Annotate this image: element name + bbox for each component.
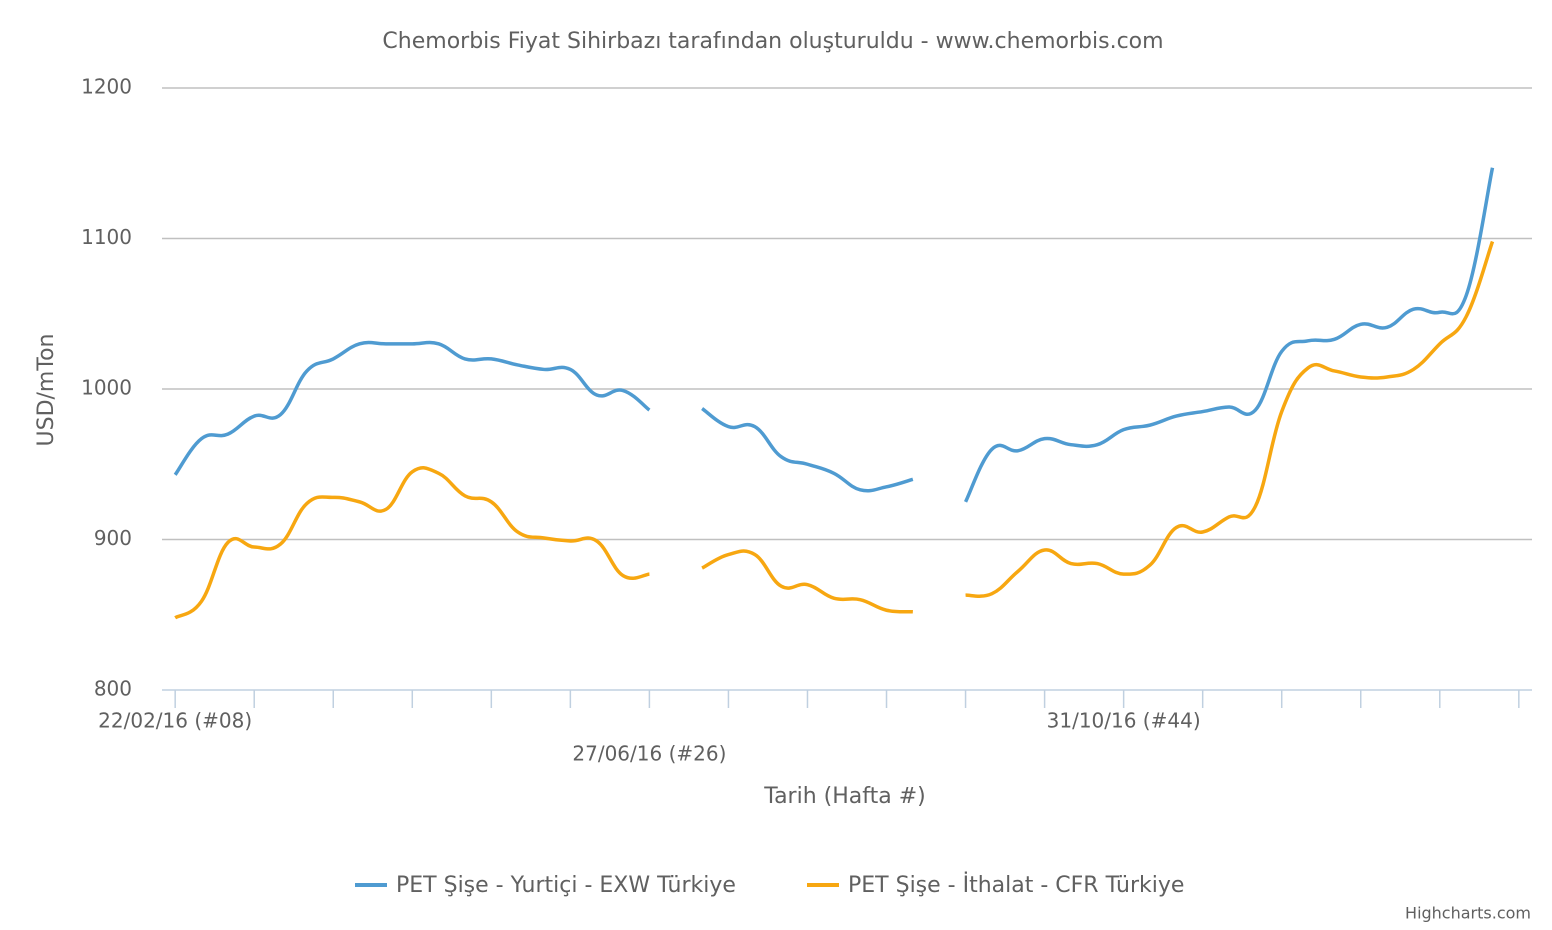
x-tick-label: 31/10/16 (#44) <box>1047 709 1201 733</box>
y-tick-label: 1000 <box>81 376 132 400</box>
x-tick-label: 22/02/16 (#08) <box>98 709 252 733</box>
series-line <box>173 167 1495 503</box>
series-line <box>174 240 1495 620</box>
y-tick-label: 900 <box>94 526 132 550</box>
credits: Highcharts.com <box>1405 904 1531 923</box>
y-axis-title: USD/mTon <box>34 334 59 447</box>
chart-title: Chemorbis Fiyat Sihirbazı tarafından olu… <box>382 29 1163 54</box>
y-tick-label: 800 <box>94 677 132 701</box>
y-tick-label: 1200 <box>81 75 132 99</box>
x-axis-title: Tarih (Hafta #) <box>763 784 925 809</box>
legend-label: PET Şişe - Yurtiçi - EXW Türkiye <box>396 873 736 898</box>
legend-label: PET Şişe - İthalat - CFR Türkiye <box>848 872 1184 898</box>
x-tick-label: 27/06/16 (#26) <box>572 742 726 766</box>
y-tick-label: 1100 <box>81 225 132 249</box>
